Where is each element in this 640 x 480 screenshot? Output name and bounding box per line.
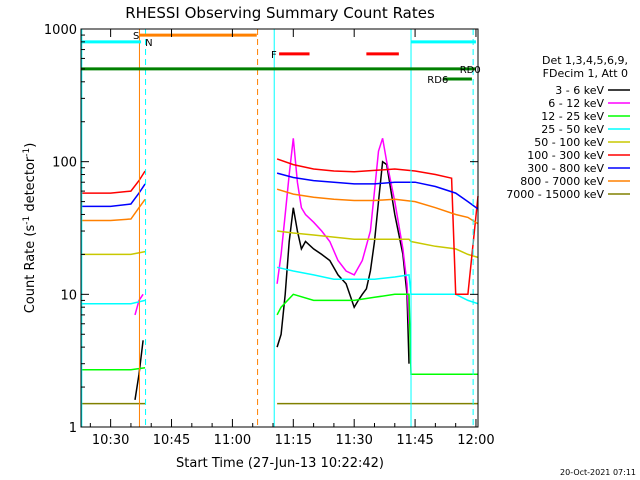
timestamp: 20-Oct-2021 07:11 (560, 468, 636, 477)
y-axis-label: Count Rate (s-1 detector-1) (22, 143, 38, 314)
x-tick-label-4: 11:30 (335, 433, 372, 448)
series-line-2-0 (81, 366, 146, 371)
y-axis-label-rest: detector (23, 156, 38, 216)
y-axis-label-main: Count Rate (s (23, 225, 38, 314)
series-line-3-0 (81, 299, 146, 305)
x-tick-label-0: 10:30 (92, 433, 129, 448)
chart-title: RHESSI Observing Summary Count Rates (125, 4, 435, 22)
legend-header-line-1: Det 1,3,4,5,6,9, (542, 54, 628, 67)
y-tick-label-1: 10 (60, 288, 77, 303)
state-bar-label-6: RD6 (427, 75, 448, 86)
legend-label-4: 50 - 100 keV (534, 136, 604, 149)
series-line-6-0 (81, 183, 146, 208)
x-tick-label-3: 11:15 (275, 433, 312, 448)
series-line-0-1 (276, 160, 410, 364)
state-bar-label-3: F (271, 50, 277, 61)
series-line-7-1 (276, 188, 479, 225)
plot-area: SN F RD0 RD6 (81, 29, 481, 427)
y-tick-label-2: 100 (52, 156, 77, 171)
legend-label-6: 300 - 800 keV (527, 162, 604, 175)
axes: 10:30 10:45 11:00 11:15 11:30 11:45 12:00 1 10 10… (44, 23, 495, 448)
legend-label-2: 12 - 25 keV (541, 110, 604, 123)
x-tick-label-6: 12:00 (457, 433, 494, 448)
legend-label-7: 800 - 7000 keV (520, 175, 604, 188)
legend-label-8: 7000 - 15000 keV (506, 188, 604, 201)
y-axis-label-sup2: -1 (22, 148, 32, 157)
series-line-6-1 (276, 172, 479, 210)
x-axis-label: Start Time (27-Jun-13 10:22:42) (176, 456, 384, 471)
series-line-2-1 (276, 293, 478, 375)
series-line-5-0 (81, 170, 146, 194)
series-line-5-1 (276, 158, 479, 296)
y-axis-label-end: ) (23, 143, 38, 148)
legend-header-line-2: FDecim 1, Att 0 (543, 67, 628, 80)
series-line-4-1 (277, 230, 479, 259)
legend-label-0: 3 - 6 keV (555, 84, 604, 97)
legend-label-3: 25 - 50 keV (541, 123, 604, 136)
y-tick-label-0: 1 (69, 421, 77, 436)
plot-frame (80, 28, 479, 428)
series-line-7-0 (81, 198, 146, 222)
y-tick-label-3: 1000 (44, 23, 77, 38)
state-bar-label-1: N (145, 38, 152, 49)
legend-label-5: 100 - 300 keV (527, 149, 604, 162)
state-bar-label-0: S (133, 31, 139, 42)
y-axis-label-sup: -1 (22, 216, 32, 225)
series-line-1-1 (276, 138, 410, 324)
state-bar-label-5: RD0 (460, 65, 481, 76)
legend: Det 1,3,4,5,6,9, FDecim 1, Att 0 3 - 6 k… (506, 54, 630, 201)
legend-label-1: 6 - 12 keV (548, 97, 604, 110)
x-tick-label-5: 11:45 (396, 433, 433, 448)
x-tick-label-2: 11:00 (214, 433, 251, 448)
x-tick-label-1: 10:45 (153, 433, 190, 448)
series-line-4-0 (81, 250, 146, 256)
